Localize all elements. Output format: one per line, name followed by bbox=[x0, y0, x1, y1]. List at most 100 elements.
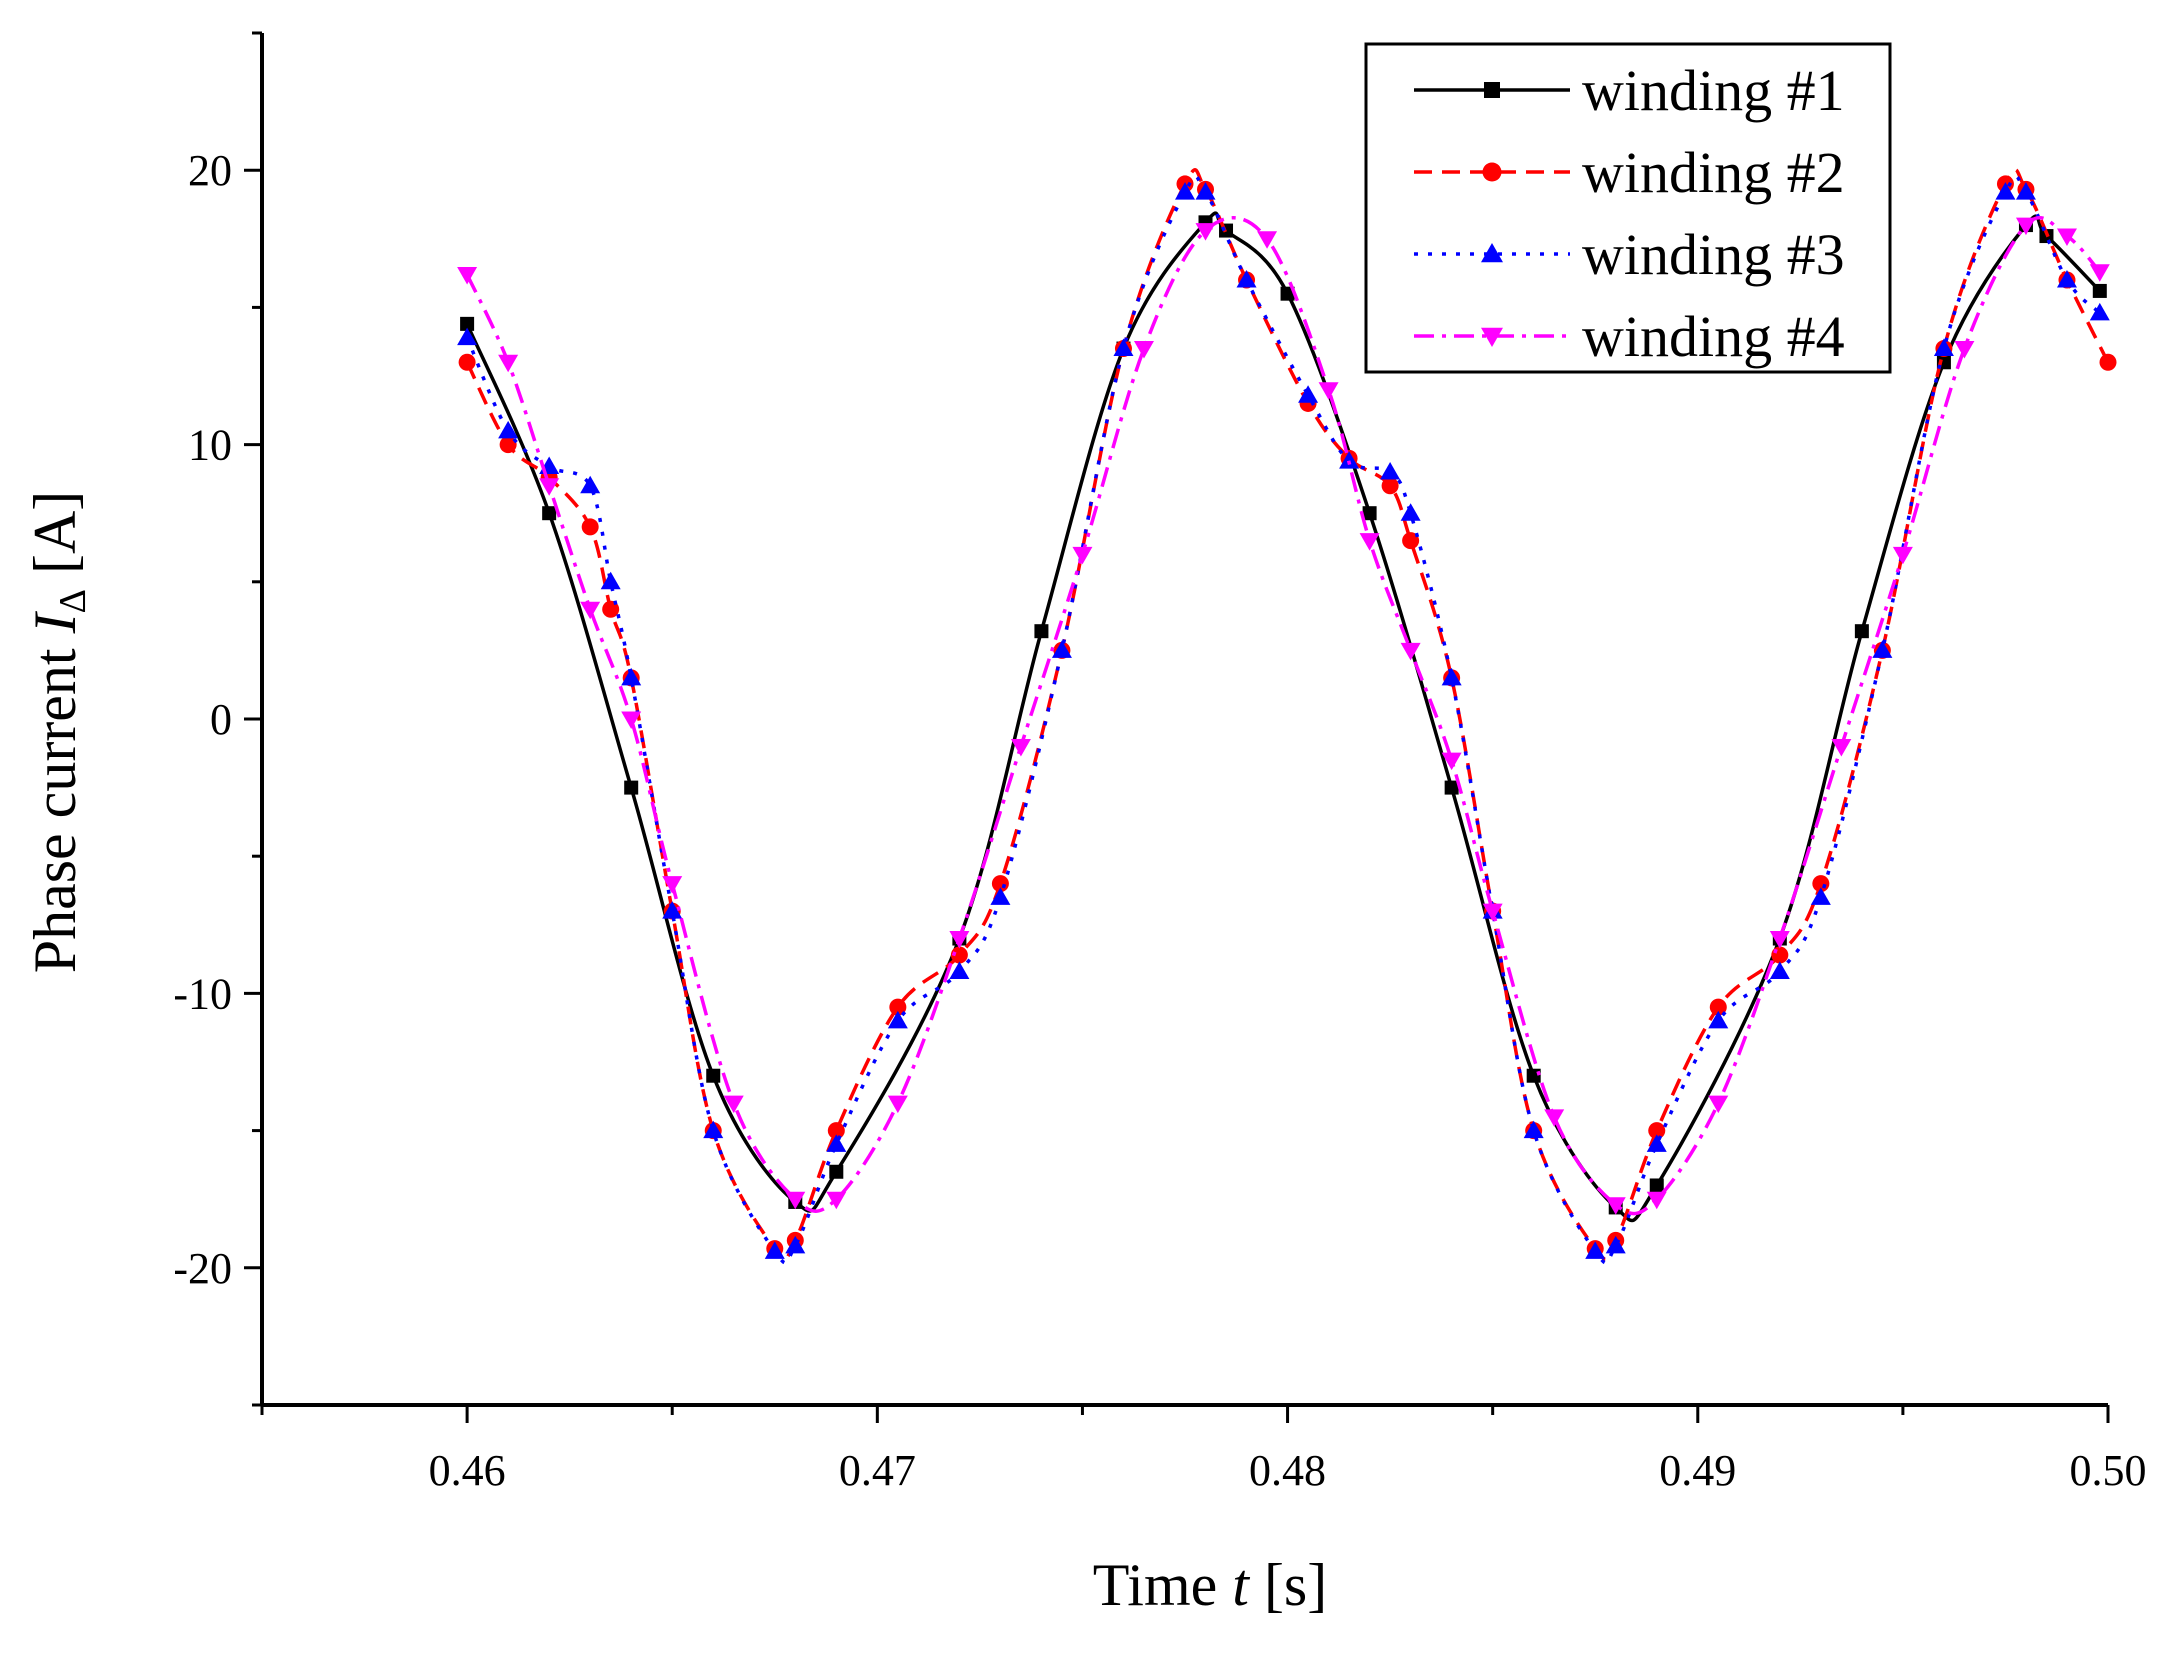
series-2-point bbox=[1648, 1122, 1666, 1140]
series-2-point bbox=[602, 600, 620, 618]
series-4-point bbox=[1482, 903, 1503, 922]
series-4-point bbox=[457, 266, 478, 285]
series-1-point bbox=[1526, 1068, 1541, 1083]
series-4-point bbox=[580, 601, 601, 620]
y-axis-title-text: Phase current bbox=[22, 648, 88, 973]
series-4-point bbox=[2089, 264, 2110, 282]
series-3-point bbox=[1400, 503, 1421, 521]
series-1-point bbox=[1034, 624, 1049, 639]
series-4-point bbox=[1072, 546, 1093, 565]
series-3-point bbox=[764, 1241, 785, 1259]
series-4-point bbox=[1400, 642, 1421, 661]
series-2-point bbox=[1771, 946, 1789, 964]
series-3-point bbox=[1769, 961, 1790, 979]
series-4 bbox=[457, 216, 2110, 1216]
series-2-point bbox=[1381, 477, 1399, 495]
series-3-point bbox=[1585, 1241, 1606, 1259]
series-3-point bbox=[949, 961, 970, 979]
series-2-point bbox=[950, 946, 968, 964]
series-3-point bbox=[600, 571, 621, 590]
series-1-point bbox=[1444, 780, 1459, 795]
x-axis-variable: t bbox=[1232, 1552, 1250, 1618]
y-tick-label: 10 bbox=[188, 421, 232, 470]
series-4-point bbox=[1544, 1109, 1565, 1127]
series-4-point bbox=[2056, 228, 2077, 247]
series-1-point bbox=[460, 316, 475, 331]
legend-marker-2 bbox=[1482, 162, 1502, 182]
series-2-point bbox=[1402, 532, 1420, 550]
series-3-point bbox=[1236, 269, 1257, 288]
series-4-point bbox=[1257, 231, 1278, 249]
series-4-point bbox=[723, 1095, 744, 1114]
x-axis-title-text: Time bbox=[1093, 1552, 1218, 1618]
legend-marker-4 bbox=[1481, 327, 1503, 347]
series-3-point bbox=[1995, 182, 2016, 200]
series-4-point bbox=[662, 876, 683, 894]
series-2-point bbox=[499, 436, 517, 454]
series-4-point bbox=[1133, 341, 1154, 359]
series-4-point bbox=[826, 1191, 847, 1210]
series-1-point bbox=[1649, 1178, 1664, 1193]
x-tick-label: 0.47 bbox=[839, 1446, 916, 1495]
legend-marker-3 bbox=[1481, 243, 1503, 263]
series-4-line bbox=[465, 216, 2102, 1216]
series-3-point bbox=[2015, 182, 2036, 200]
series-3-point bbox=[1175, 182, 1195, 200]
y-axis-title: Phase current IΔ [A] bbox=[22, 491, 94, 974]
series-1-point bbox=[1280, 286, 1295, 301]
series-3-point bbox=[1441, 667, 1462, 686]
series-4-point bbox=[949, 931, 970, 949]
series-1-point bbox=[2092, 283, 2107, 298]
series-3-point bbox=[990, 887, 1011, 905]
series-4-point bbox=[539, 478, 560, 496]
series-3-point bbox=[2056, 269, 2077, 288]
series-3-point bbox=[1872, 640, 1893, 658]
series-3-point bbox=[785, 1235, 806, 1254]
x-tick-label: 0.49 bbox=[1659, 1446, 1736, 1495]
series-2-point bbox=[889, 998, 907, 1016]
plot-series bbox=[457, 168, 2117, 1265]
axes bbox=[244, 31, 2110, 1423]
series-3-point bbox=[1708, 1010, 1729, 1029]
series-3-point bbox=[1339, 451, 1360, 469]
series-4-point bbox=[1646, 1191, 1667, 1210]
series-4-point bbox=[621, 711, 642, 729]
series-1-point bbox=[1362, 506, 1377, 521]
series-3-point bbox=[498, 420, 519, 439]
legend-box bbox=[1364, 42, 1892, 374]
legend-label-4: winding #4 bbox=[1582, 304, 1845, 369]
x-tick-label: 0.46 bbox=[429, 1446, 506, 1495]
series-4-point bbox=[2015, 217, 2036, 236]
x-tick-label: 0.48 bbox=[1249, 1446, 1326, 1495]
series-3 bbox=[457, 175, 2110, 1265]
series-3-point bbox=[1933, 338, 1954, 357]
series-2-line bbox=[465, 168, 2110, 1261]
series-3-point bbox=[1810, 887, 1831, 905]
series-1-point bbox=[542, 506, 557, 521]
series-1-point bbox=[706, 1068, 721, 1083]
series-3-point bbox=[2089, 302, 2110, 321]
legend-label-1: winding #1 bbox=[1582, 58, 1845, 123]
series-4-point bbox=[1441, 752, 1462, 771]
y-tick-label: -10 bbox=[173, 969, 232, 1018]
series-3-line bbox=[465, 175, 2102, 1265]
x-axis-unit: [s] bbox=[1264, 1552, 1327, 1618]
legend: winding #1 winding #2 winding #3 winding… bbox=[1364, 42, 1892, 374]
series-3-point bbox=[887, 1010, 908, 1029]
series-4-point bbox=[1318, 382, 1339, 400]
series-3-point bbox=[457, 327, 478, 346]
series-3-point bbox=[1380, 462, 1401, 480]
series-4-point bbox=[1605, 1197, 1626, 1215]
series-3-point bbox=[1523, 1120, 1544, 1139]
series-4-point bbox=[1892, 546, 1913, 565]
tick-labels: 0.46 0.47 0.48 0.49 0.50 -20 -10 0 10 20 bbox=[173, 146, 2146, 1495]
y-axis-variable: I bbox=[22, 610, 88, 634]
series-4-point bbox=[1831, 738, 1852, 757]
y-axis-unit: [A] bbox=[22, 491, 88, 574]
y-tick-label: 20 bbox=[188, 146, 232, 195]
series-3-point bbox=[703, 1120, 724, 1139]
series-4-point bbox=[1708, 1095, 1729, 1114]
legend-entries bbox=[1414, 82, 1570, 347]
series-3-point bbox=[1605, 1235, 1626, 1254]
